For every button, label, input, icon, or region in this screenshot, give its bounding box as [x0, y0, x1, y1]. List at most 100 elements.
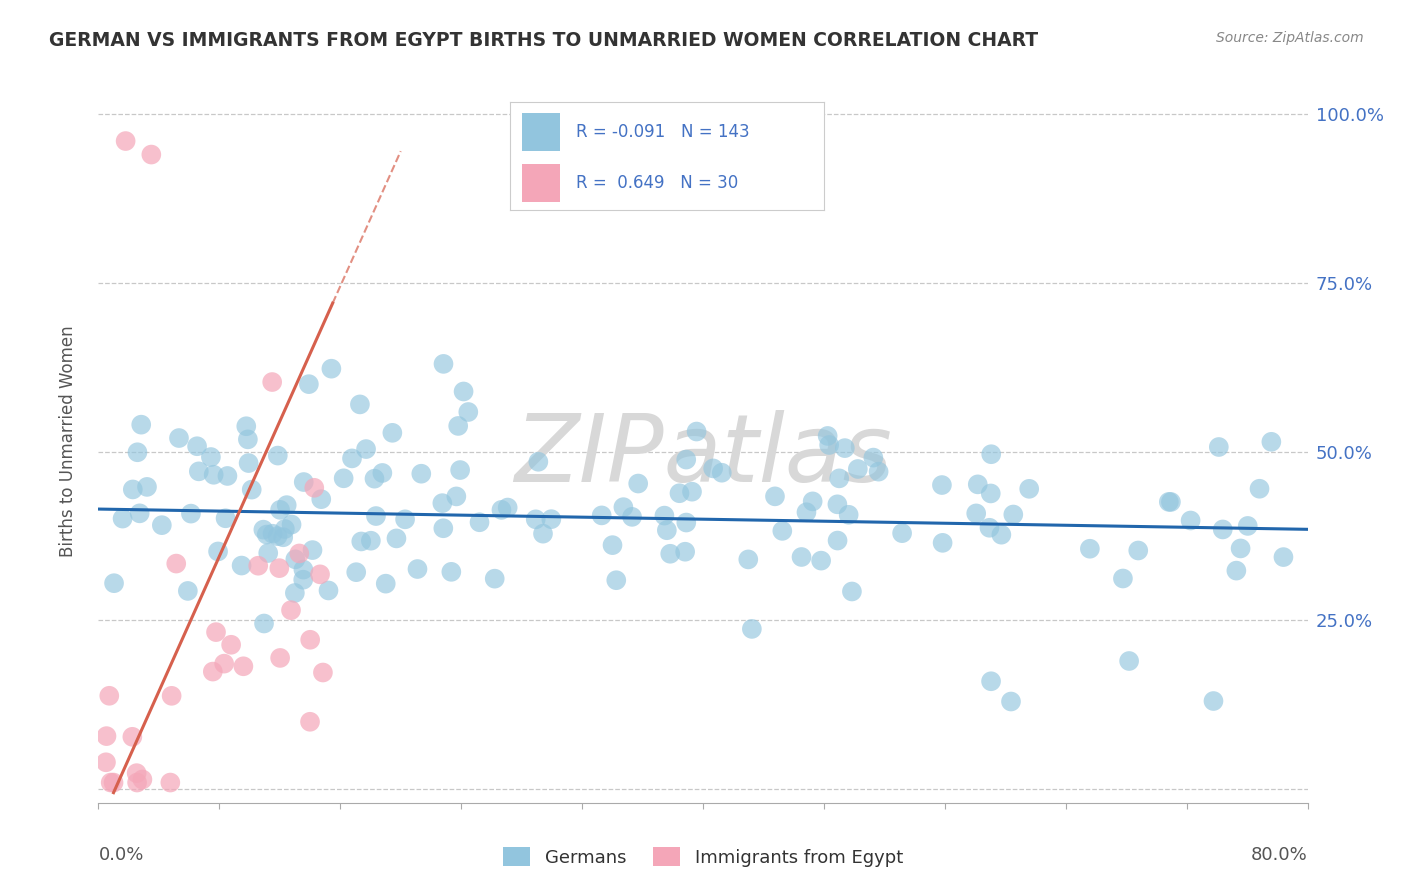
- Point: [1078, 541, 1101, 556]
- Legend: Germans, Immigrants from Egypt: Germans, Immigrants from Egypt: [496, 840, 910, 874]
- Point: [681, 484, 703, 499]
- Point: [659, 547, 682, 561]
- Point: [200, 450, 222, 464]
- Point: [288, 546, 311, 560]
- Point: [160, 689, 183, 703]
- Point: [309, 567, 332, 582]
- Point: [103, 576, 125, 591]
- Point: [252, 523, 274, 537]
- Point: [737, 552, 759, 566]
- Point: [187, 464, 209, 478]
- Point: [247, 558, 270, 573]
- Point: [411, 467, 433, 481]
- Point: [1160, 495, 1182, 509]
- Point: [965, 507, 987, 521]
- Point: [292, 563, 315, 577]
- Point: [256, 527, 278, 541]
- Point: [100, 775, 122, 789]
- Point: [432, 357, 454, 371]
- Point: [232, 659, 254, 673]
- Point: [111, 511, 134, 525]
- Point: [1118, 654, 1140, 668]
- Point: [621, 509, 644, 524]
- Point: [276, 498, 298, 512]
- Point: [702, 461, 724, 475]
- Point: [1112, 572, 1135, 586]
- Point: [710, 466, 733, 480]
- Point: [810, 554, 832, 568]
- Point: [318, 583, 340, 598]
- Point: [846, 462, 869, 476]
- Point: [446, 490, 468, 504]
- Point: [980, 674, 1002, 689]
- Point: [484, 572, 506, 586]
- Point: [253, 616, 276, 631]
- Point: [284, 552, 307, 566]
- Point: [453, 384, 475, 399]
- Point: [262, 526, 284, 541]
- Point: [605, 573, 627, 587]
- Point: [1157, 495, 1180, 509]
- Point: [274, 522, 297, 536]
- Point: [741, 622, 763, 636]
- Point: [931, 536, 953, 550]
- Point: [159, 775, 181, 789]
- Point: [828, 471, 851, 485]
- Point: [381, 425, 404, 440]
- Point: [1212, 523, 1234, 537]
- Point: [364, 509, 387, 524]
- Point: [177, 583, 200, 598]
- Point: [236, 433, 259, 447]
- Text: 80.0%: 80.0%: [1251, 847, 1308, 864]
- Point: [350, 534, 373, 549]
- Point: [834, 441, 856, 455]
- Point: [128, 506, 150, 520]
- Point: [121, 483, 143, 497]
- Point: [1236, 519, 1258, 533]
- Point: [309, 492, 332, 507]
- Point: [114, 134, 136, 148]
- Point: [796, 505, 818, 519]
- Point: [1000, 694, 1022, 708]
- Point: [271, 530, 294, 544]
- Point: [186, 439, 208, 453]
- Point: [304, 481, 326, 495]
- Point: [269, 561, 291, 575]
- Point: [129, 417, 152, 432]
- Point: [354, 442, 377, 456]
- Point: [202, 467, 225, 482]
- Point: [214, 511, 236, 525]
- Point: [602, 538, 624, 552]
- Point: [141, 147, 163, 161]
- Point: [1272, 550, 1295, 565]
- Point: [98, 689, 121, 703]
- Point: [299, 632, 322, 647]
- Point: [668, 486, 690, 500]
- Point: [406, 562, 429, 576]
- Point: [432, 521, 454, 535]
- Point: [468, 515, 491, 529]
- Point: [1180, 514, 1202, 528]
- Point: [685, 425, 707, 439]
- Point: [238, 456, 260, 470]
- Point: [299, 714, 322, 729]
- Y-axis label: Births to Unmarried Women: Births to Unmarried Women: [59, 326, 77, 558]
- Point: [280, 603, 302, 617]
- Point: [301, 543, 323, 558]
- Point: [235, 419, 257, 434]
- Point: [1229, 541, 1251, 556]
- Point: [457, 405, 479, 419]
- Point: [340, 451, 363, 466]
- Point: [125, 766, 148, 780]
- Point: [540, 512, 562, 526]
- Text: ZIPatlas: ZIPatlas: [515, 410, 891, 501]
- Point: [269, 503, 291, 517]
- Point: [205, 625, 228, 640]
- Point: [891, 526, 914, 541]
- Point: [349, 397, 371, 411]
- Point: [167, 431, 190, 445]
- Point: [298, 377, 321, 392]
- Point: [127, 445, 149, 459]
- Point: [612, 500, 634, 515]
- Point: [312, 665, 335, 680]
